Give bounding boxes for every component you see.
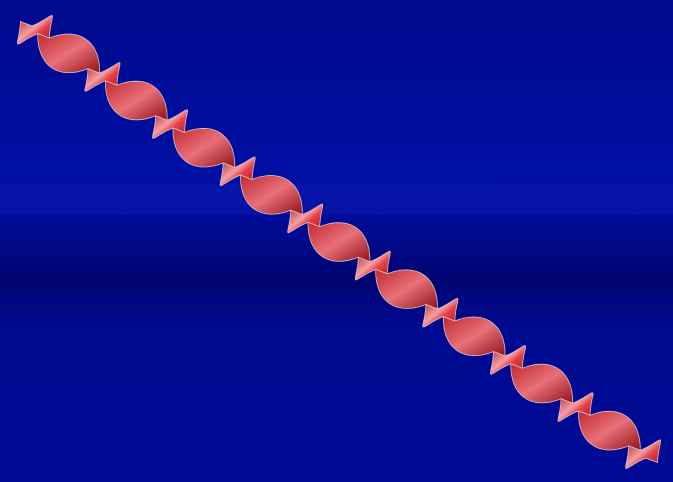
ribbon-segment	[625, 439, 661, 469]
light-band	[0, 185, 673, 215]
ribbon	[16, 15, 661, 469]
